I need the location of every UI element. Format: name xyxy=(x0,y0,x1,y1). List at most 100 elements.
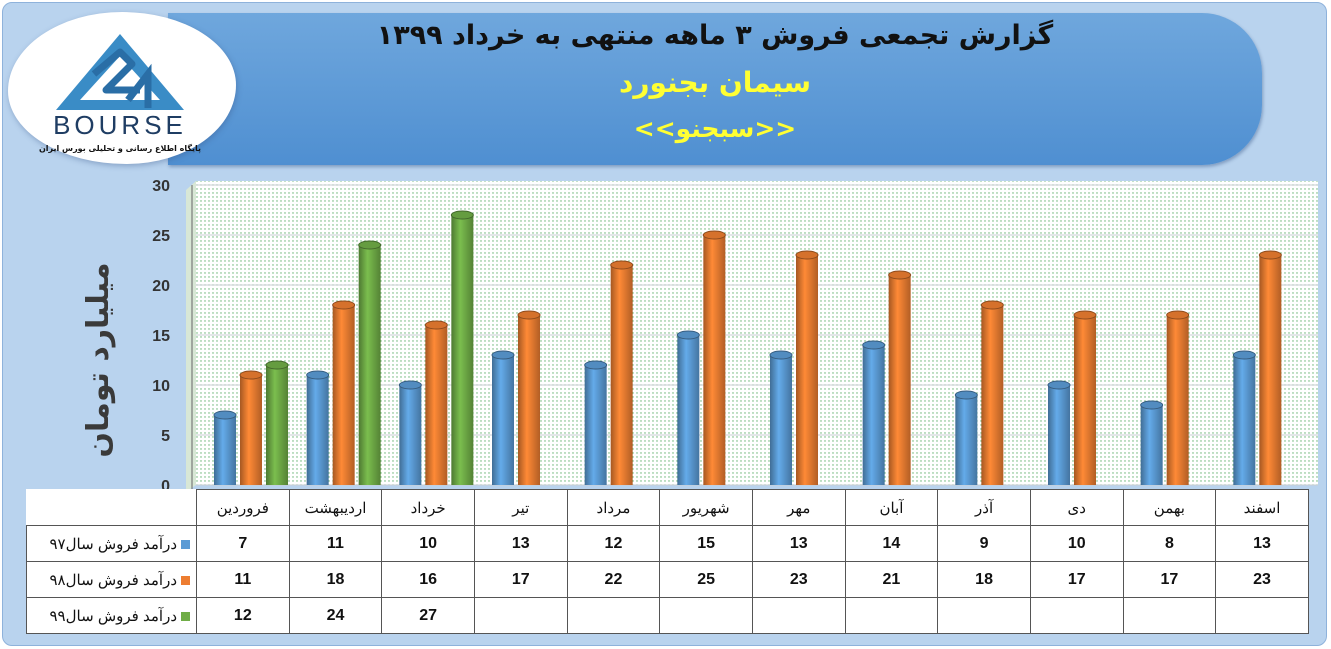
data-cell: 17 xyxy=(473,561,568,598)
bar-cap-2-1 xyxy=(239,370,263,380)
data-cell: 16 xyxy=(381,561,475,598)
data-cell: 24 xyxy=(288,597,383,634)
data-cell xyxy=(566,597,661,634)
category-label: شهریور xyxy=(659,489,753,526)
y-axis-label: میلیارد تومان xyxy=(81,262,116,457)
bar-2-12 xyxy=(1259,255,1282,485)
bar-2-3 xyxy=(425,325,448,485)
bar-cap-1-6 xyxy=(676,330,700,340)
data-cell: 25 xyxy=(659,561,753,598)
data-cell xyxy=(937,597,1031,634)
data-cell: 17 xyxy=(1122,561,1217,598)
bar-cap-1-3 xyxy=(398,380,422,390)
bar-1-12 xyxy=(1233,355,1256,485)
category-label: تیر xyxy=(473,489,568,526)
category-label: اسفند xyxy=(1215,489,1309,526)
bar-1-7 xyxy=(770,355,792,485)
data-cell: 9 xyxy=(937,525,1031,562)
bar-cap-2-2 xyxy=(332,300,356,310)
legend-entry: درآمد فروش سال۹۷ xyxy=(26,525,197,562)
data-cell: 13 xyxy=(1215,525,1309,562)
data-cell: 11 xyxy=(288,525,383,562)
category-label: بهمن xyxy=(1122,489,1217,526)
data-cell: 12 xyxy=(196,597,290,634)
data-cell: 18 xyxy=(937,561,1031,598)
table-row: درآمد فروش سال۹۷ 7 11 10 13 12 15 13 14 9 10 8 13 xyxy=(26,525,1309,562)
table-row: درآمد فروش سال۹۹ 12 24 27 xyxy=(26,597,1309,634)
bourse-logo-icon: BOURSE پایگاه اطلاع رسانی و تحلیلی بورس … xyxy=(39,34,201,154)
ticker-symbol: <<سبجنو>> xyxy=(633,114,797,143)
data-cell: 23 xyxy=(1215,561,1309,598)
bar-2-1 xyxy=(240,375,262,485)
company-name: سیمان بجنورد xyxy=(618,66,812,99)
y-tick-label: 30 xyxy=(152,178,170,195)
bar-cap-2-7 xyxy=(795,250,819,260)
data-cell: 23 xyxy=(751,561,846,598)
y-tick-label: 10 xyxy=(152,378,170,395)
bar-2-2 xyxy=(332,305,355,485)
bar-cap-2-8 xyxy=(888,270,912,280)
data-cell: 12 xyxy=(566,525,661,562)
logo-tagline: پایگاه اطلاع رسانی و تحلیلی بورس ایران xyxy=(39,143,201,154)
bar-1-11 xyxy=(1140,405,1163,485)
data-cell: 18 xyxy=(288,561,383,598)
bar-1-5 xyxy=(584,365,607,485)
bar-cap-3-3 xyxy=(450,210,474,220)
data-cell: 21 xyxy=(844,561,939,598)
y-tick-label: 15 xyxy=(152,328,170,345)
legend-entry: درآمد فروش سال۹۹ xyxy=(26,597,197,634)
bar-cap-3-2 xyxy=(358,240,382,250)
data-cell: 22 xyxy=(566,561,661,598)
table-corner xyxy=(27,490,197,526)
bar-cap-1-8 xyxy=(862,340,886,350)
bar-cap-1-2 xyxy=(306,370,330,380)
bar-cap-2-11 xyxy=(1166,310,1190,320)
bar-cap-2-9 xyxy=(980,300,1004,310)
bar-1-10 xyxy=(1048,385,1070,485)
bar-2-8 xyxy=(888,275,911,485)
legend-key-icon xyxy=(181,612,190,622)
bar-3-3 xyxy=(451,215,474,485)
category-label: مرداد xyxy=(566,489,661,526)
category-label: اردیبهشت xyxy=(288,489,383,526)
data-cell: 7 xyxy=(196,525,290,562)
category-label: دی xyxy=(1029,489,1124,526)
bar-2-9 xyxy=(981,305,1004,485)
data-cell xyxy=(473,597,568,634)
category-label: خرداد xyxy=(381,489,475,526)
bar-cap-2-4 xyxy=(517,310,541,320)
bar-cap-1-12 xyxy=(1232,350,1256,360)
category-label: آبان xyxy=(844,489,939,526)
bar-1-4 xyxy=(492,355,514,485)
data-cell xyxy=(1122,597,1217,634)
page-title: گزارش تجمعی فروش ۳ ماهه منتهی به خرداد ۱… xyxy=(376,20,1054,51)
bar-cap-2-10 xyxy=(1073,310,1097,320)
series-name: درآمد فروش سال۹۷ xyxy=(49,535,178,553)
y-tick-label: 0 xyxy=(161,478,170,495)
bar-cap-1-11 xyxy=(1140,400,1164,410)
bar-3-2 xyxy=(358,245,381,485)
bar-cap-2-5 xyxy=(610,260,634,270)
bar-cap-1-9 xyxy=(954,390,978,400)
data-table: فروردین اردیبهشت خرداد تیر مرداد شهریور مهر آبا… xyxy=(26,489,1309,634)
bar-cap-1-10 xyxy=(1047,380,1071,390)
bar-cap-2-6 xyxy=(702,230,726,240)
data-cell xyxy=(1215,597,1309,634)
bar-cap-3-1 xyxy=(265,360,289,370)
logo: BOURSE پایگاه اطلاع رسانی و تحلیلی بورس … xyxy=(8,12,236,164)
bar-1-2 xyxy=(306,375,329,485)
category-label: آذر xyxy=(937,489,1031,526)
bar-1-8 xyxy=(862,345,885,485)
data-cell: 27 xyxy=(381,597,475,634)
bar-2-4 xyxy=(518,315,540,485)
bar-1-1 xyxy=(214,415,236,485)
data-cell: 10 xyxy=(1029,525,1124,562)
plot-side-wall xyxy=(186,181,196,492)
data-cell xyxy=(1029,597,1124,634)
data-cell: 17 xyxy=(1029,561,1124,598)
legend-key-icon xyxy=(181,540,190,550)
header-banner xyxy=(168,13,1262,165)
bar-2-6 xyxy=(703,235,726,485)
bar-2-5 xyxy=(610,265,633,485)
